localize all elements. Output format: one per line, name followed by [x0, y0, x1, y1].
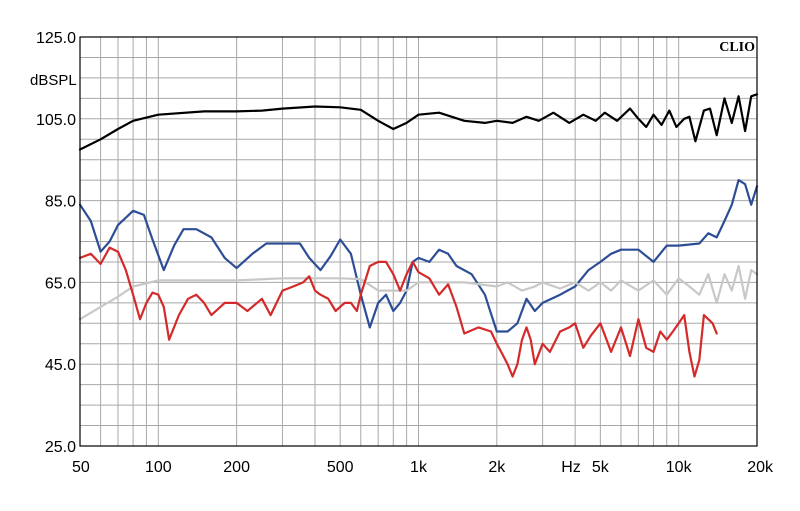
series-line-4: [78, 246, 718, 378]
y-tick-label: 105.0: [36, 112, 76, 129]
y-tick-label: 45.0: [45, 357, 76, 374]
x-axis-label: Hz: [561, 459, 581, 476]
x-tick-label: 500: [327, 459, 354, 476]
y-tick-label: 65.0: [45, 275, 76, 292]
x-tick-label: 200: [223, 459, 250, 476]
x-tick-label: 20k: [747, 459, 774, 476]
y-tick-label: 85.0: [45, 194, 76, 211]
y-axis-label: dBSPL: [30, 72, 77, 89]
series-line-2: [78, 179, 759, 333]
series-line-3: [78, 264, 759, 321]
plot-frame: [79, 36, 758, 447]
y-tick-label: 25.0: [45, 439, 76, 456]
series-line-1: [78, 93, 759, 151]
grid: [79, 36, 758, 447]
y-tick-label: 125.0: [36, 30, 76, 47]
x-tick-label: 5k: [592, 459, 610, 476]
x-tick-label: 50: [72, 459, 90, 476]
x-tick-label: 1k: [410, 459, 428, 476]
y-tick-labels: 125.0 105.0 85.0 65.0 45.0 25.0: [36, 30, 76, 456]
x-tick-labels: 50 100 200 500 1k 2k 5k 10k 20k: [72, 459, 774, 476]
x-tick-label: 10k: [666, 459, 693, 476]
clio-brand-label: CLIO: [719, 40, 755, 55]
x-tick-label: 100: [145, 459, 172, 476]
x-tick-label: 2k: [488, 459, 506, 476]
series-group: [78, 93, 759, 378]
